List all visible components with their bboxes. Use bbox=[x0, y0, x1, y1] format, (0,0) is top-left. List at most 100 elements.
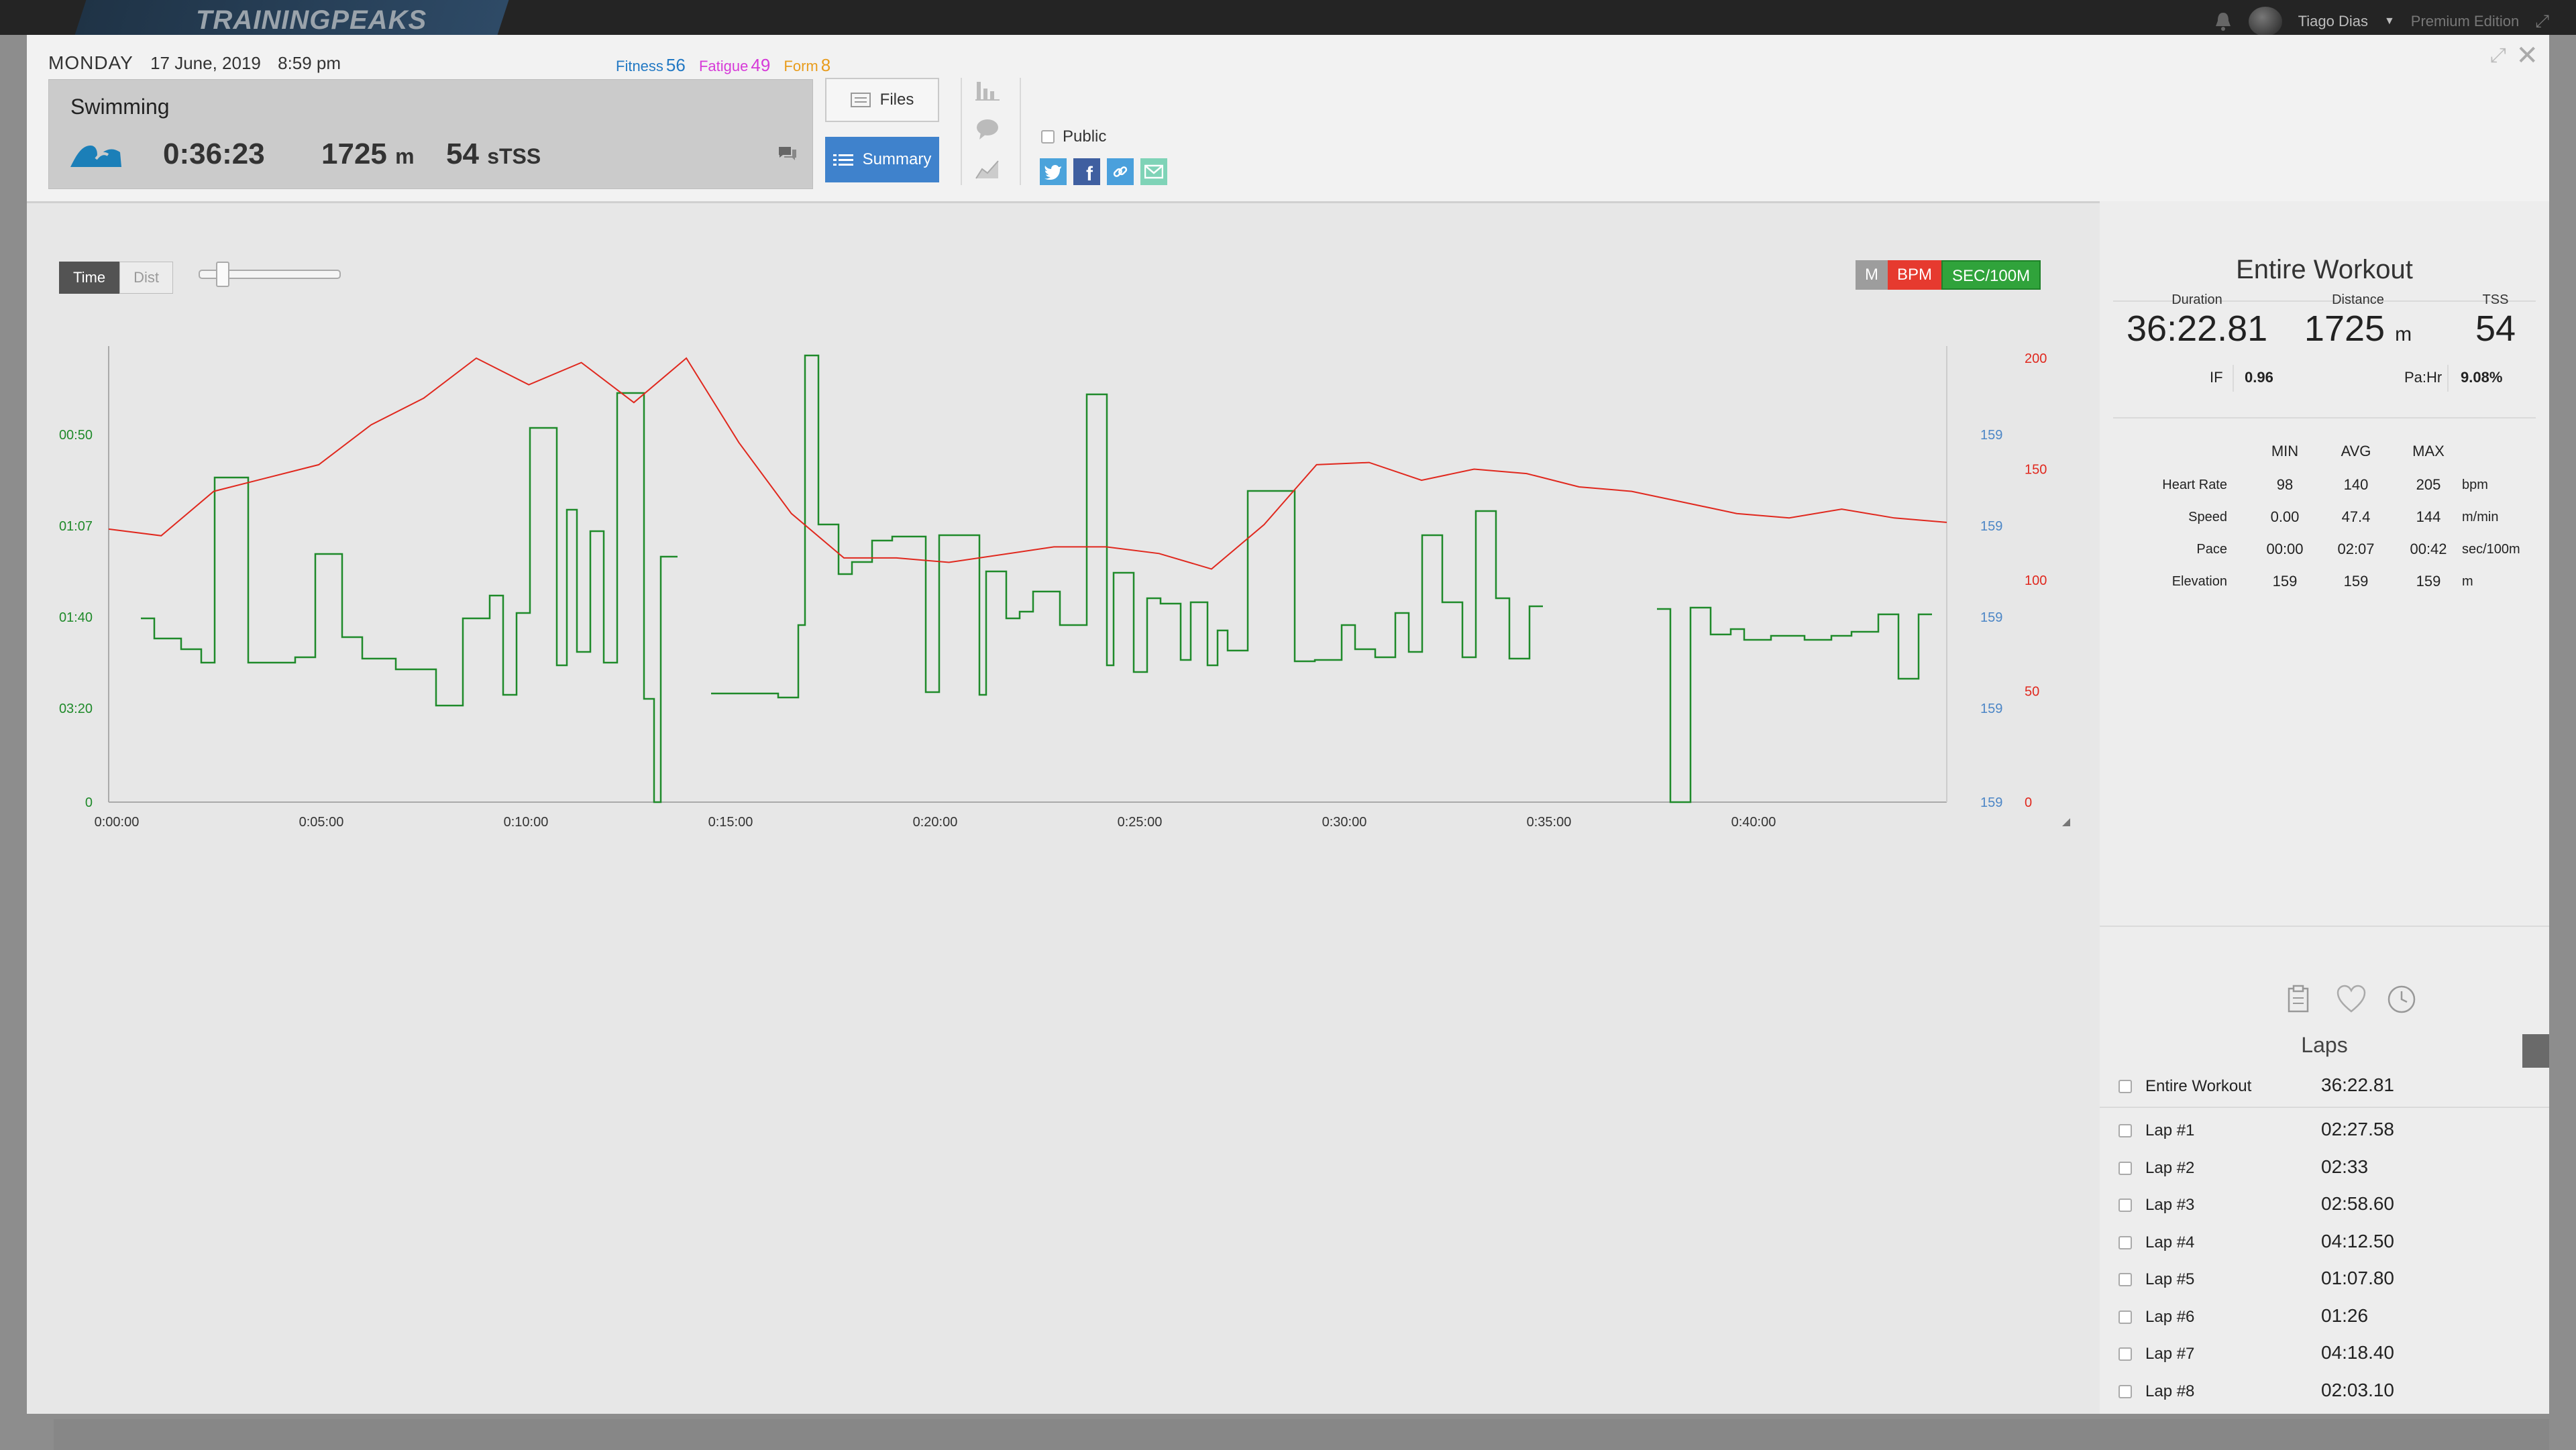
twitter-icon[interactable] bbox=[1040, 158, 1067, 185]
facebook-icon[interactable]: f bbox=[1073, 158, 1100, 185]
lap-checkbox[interactable] bbox=[2118, 1161, 2132, 1175]
row-label: Heart Rate bbox=[2162, 478, 2227, 492]
x-tick-label: 0:40:00 bbox=[1731, 815, 1776, 830]
x-tick-label: 0:35:00 bbox=[1527, 815, 1572, 830]
if-value: 0.96 bbox=[2245, 369, 2273, 386]
unit-bpm-toggle[interactable]: BPM bbox=[1888, 260, 1942, 290]
user-name[interactable]: Tiago Dias bbox=[2298, 13, 2368, 30]
lap-checkbox[interactable] bbox=[2118, 1198, 2132, 1212]
row-max: 144 bbox=[2416, 508, 2441, 525]
lap-row[interactable]: Lap #2 02:33 bbox=[2100, 1156, 2549, 1190]
tss-value: 54 bbox=[446, 137, 479, 170]
lap-row[interactable]: Lap #6 01:26 bbox=[2100, 1305, 2549, 1339]
summary-tss-value: 54 bbox=[2475, 309, 2516, 349]
files-button[interactable]: Files bbox=[825, 78, 939, 122]
unit-m-toggle[interactable]: M bbox=[1856, 260, 1888, 290]
swim-wave-icon bbox=[70, 146, 121, 167]
lap-checkbox[interactable] bbox=[2118, 1235, 2132, 1249]
comments-icon[interactable] bbox=[776, 144, 798, 162]
if-label: IF bbox=[2210, 369, 2223, 386]
x-tick-label: 0:10:00 bbox=[504, 815, 549, 830]
tss-stat: 54 sTSS bbox=[446, 137, 541, 171]
lap-checkbox[interactable] bbox=[2118, 1310, 2132, 1324]
form-label: Form bbox=[784, 58, 818, 74]
lap-checkbox[interactable] bbox=[2118, 1384, 2132, 1398]
app-logo[interactable]: TRAININGPEAKS bbox=[196, 5, 427, 35]
stats-row: Pace 00:00 02:07 00:42 sec/100m bbox=[2100, 541, 2549, 573]
lap-row[interactable]: Lap #7 04:18.40 bbox=[2100, 1342, 2549, 1376]
pace-tick-label: 01:07 bbox=[59, 519, 93, 534]
workout-chart[interactable]: 0:00:00 0:05:00 0:10:00 0:15:00 0:20:00 0:25:… bbox=[27, 303, 2080, 853]
divider bbox=[2100, 926, 2549, 927]
clock-icon[interactable] bbox=[2387, 985, 2416, 1014]
row-avg: 159 bbox=[2343, 573, 2369, 590]
user-menu-chevron-icon[interactable]: ▼ bbox=[2383, 15, 2395, 27]
close-icon[interactable]: ✕ bbox=[2516, 41, 2538, 70]
lap-time: 02:33 bbox=[2321, 1156, 2369, 1177]
zoom-slider[interactable] bbox=[199, 262, 341, 287]
heart-icon[interactable] bbox=[2336, 985, 2367, 1014]
lap-row[interactable]: Lap #3 02:58.60 bbox=[2100, 1193, 2549, 1227]
lap-checkbox[interactable] bbox=[2118, 1124, 2132, 1137]
lap-name: Lap #2 bbox=[2145, 1158, 2195, 1177]
public-toggle[interactable]: Public bbox=[1041, 127, 1106, 146]
lap-checkbox[interactable] bbox=[2118, 1080, 2132, 1093]
hr-tick-label: 200 bbox=[2025, 351, 2047, 366]
unit-sec-toggle[interactable]: SEC/100M bbox=[1941, 260, 2041, 290]
hr-tick-label: 50 bbox=[2025, 685, 2039, 700]
expand-icon[interactable]: ⤢ bbox=[2535, 11, 2549, 31]
fitness-label: Fitness bbox=[616, 58, 663, 74]
dist-toggle[interactable]: Dist bbox=[119, 262, 173, 294]
maximize-icon[interactable]: ⤢ bbox=[2490, 44, 2506, 66]
comment-icon[interactable] bbox=[974, 117, 1001, 141]
x-tick-label: 0:05:00 bbox=[299, 815, 344, 830]
hr-tick-label: 150 bbox=[2025, 463, 2047, 478]
row-label: Pace bbox=[2196, 542, 2227, 557]
lap-checkbox[interactable] bbox=[2118, 1347, 2132, 1361]
lap-checkbox[interactable] bbox=[2118, 1273, 2132, 1286]
lap-row[interactable]: Lap #8 02:03.10 bbox=[2100, 1380, 2549, 1413]
row-unit: sec/100m bbox=[2462, 542, 2520, 557]
row-avg: 02:07 bbox=[2337, 541, 2375, 557]
time-toggle[interactable]: Time bbox=[59, 262, 120, 294]
bar-chart-icon[interactable] bbox=[974, 78, 1001, 102]
hr-tick-label: 100 bbox=[2025, 573, 2047, 588]
facebook-f-icon: f bbox=[1086, 163, 1093, 185]
laps-title: Laps bbox=[2301, 1033, 2348, 1057]
graph-icon[interactable] bbox=[974, 157, 1001, 181]
row-label: Speed bbox=[2188, 510, 2227, 524]
workout-header: MONDAY 17 June, 2019 8:59 pm Fitness 56 F… bbox=[27, 35, 2549, 203]
avg-header: AVG bbox=[2341, 443, 2371, 459]
stats-row: Heart Rate 98 140 205 bpm bbox=[2100, 476, 2549, 508]
lap-name: Lap #7 bbox=[2145, 1345, 2195, 1363]
tss-summary: TSS 54 bbox=[2462, 292, 2529, 349]
lap-time: 04:12.50 bbox=[2321, 1230, 2394, 1251]
lap-row[interactable]: Lap #4 04:12.50 bbox=[2100, 1231, 2549, 1264]
pahr-value: 9.08% bbox=[2461, 369, 2503, 386]
lap-time: 01:07.80 bbox=[2321, 1268, 2394, 1288]
clipboard-icon[interactable] bbox=[2285, 985, 2312, 1014]
stats-row: Speed 0.00 47.4 144 m/min bbox=[2100, 508, 2549, 541]
row-min: 98 bbox=[2276, 476, 2294, 493]
hr-tick-label: 0 bbox=[2025, 795, 2032, 810]
lap-name: Lap #4 bbox=[2145, 1233, 2195, 1251]
email-icon[interactable] bbox=[1140, 158, 1167, 185]
public-checkbox[interactable] bbox=[1041, 130, 1055, 144]
pace-tick-label: 03:20 bbox=[59, 702, 93, 716]
bell-icon[interactable] bbox=[2214, 11, 2233, 32]
link-icon[interactable] bbox=[1107, 158, 1134, 185]
heart-rate-series-line bbox=[108, 357, 1947, 570]
summary-distance-unit: m bbox=[2395, 323, 2412, 345]
elevation-tick-label: 159 bbox=[1980, 519, 2002, 534]
lap-row-entire-workout[interactable]: Entire Workout 36:22.81 bbox=[2100, 1074, 2549, 1108]
avatar[interactable] bbox=[2248, 7, 2282, 36]
fatigue-value: 49 bbox=[751, 55, 771, 75]
lap-row[interactable]: Lap #1 02:27.58 bbox=[2100, 1119, 2549, 1152]
lap-row[interactable]: Lap #5 01:07.80 bbox=[2100, 1268, 2549, 1301]
row-unit: m bbox=[2462, 574, 2473, 589]
lap-time: 02:58.60 bbox=[2321, 1193, 2394, 1214]
duration-summary: Duration 36:22.81 bbox=[2127, 292, 2267, 349]
zoom-slider-handle[interactable] bbox=[216, 262, 229, 287]
sport-title[interactable]: Swimming bbox=[70, 95, 170, 119]
summary-button[interactable]: Summary bbox=[825, 137, 939, 182]
